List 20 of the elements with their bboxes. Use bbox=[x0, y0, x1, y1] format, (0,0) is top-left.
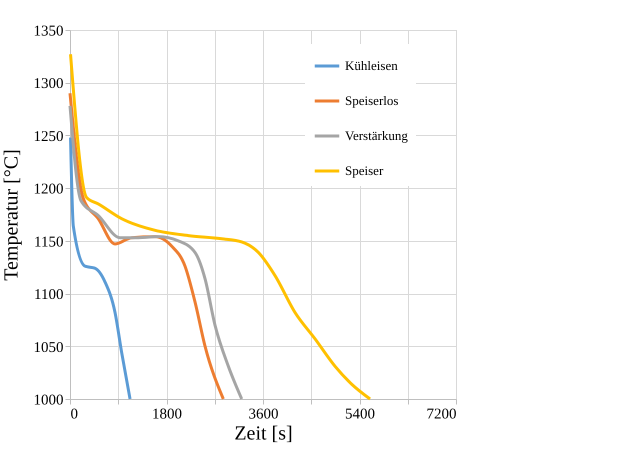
line-series bbox=[69, 136, 132, 400]
x-tick-label: 7200 bbox=[426, 406, 456, 422]
y-tick-label: 1000 bbox=[34, 392, 64, 408]
y-tick-label: 1250 bbox=[34, 128, 64, 145]
y-axis-title: Temperatur [°C] bbox=[0, 149, 22, 281]
x-tick-label: 1800 bbox=[152, 406, 182, 422]
x-tick-label: 0 bbox=[70, 406, 78, 422]
legend-label: Verstärkung bbox=[345, 128, 408, 143]
y-tick-label: 1200 bbox=[34, 182, 64, 198]
legend-label: Speiser bbox=[345, 163, 384, 178]
y-tick-label: 1300 bbox=[34, 76, 64, 92]
y-tick-label: 1150 bbox=[34, 234, 64, 250]
y-tick-label: 1100 bbox=[34, 287, 64, 304]
y-tick-label: 1050 bbox=[34, 340, 64, 356]
legend-label: Kühleisen bbox=[345, 58, 398, 73]
y-tick-label: 1350 bbox=[34, 24, 64, 40]
x-tick-label: 3600 bbox=[248, 406, 278, 422]
legend-label: Speiserlos bbox=[345, 93, 398, 108]
x-tick-label: 5400 bbox=[345, 406, 375, 422]
x-axis-title: Zeit [s] bbox=[234, 422, 293, 444]
